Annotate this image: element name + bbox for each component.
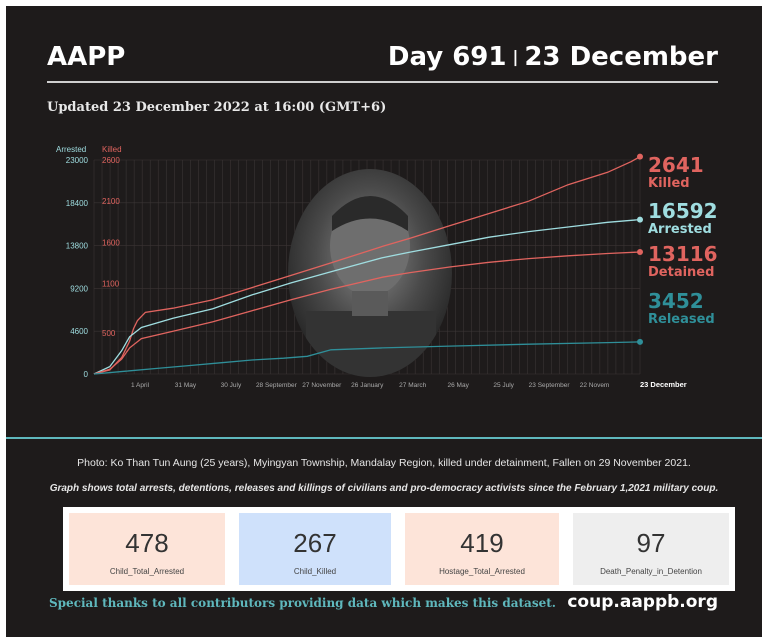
series-final-value-released: 3452 xyxy=(648,289,704,313)
series-name-label-detained: Detained xyxy=(648,265,714,280)
x-tick-label: 26 January xyxy=(351,382,384,389)
x-tick-label: 23 December xyxy=(640,380,687,389)
series-name-label-arrested: Arrested xyxy=(648,222,712,237)
photo-caption: Photo: Ko Than Tun Aung (25 years), Myin… xyxy=(77,457,691,469)
header-rule xyxy=(47,81,718,83)
y-left-tick-label: 9200 xyxy=(70,284,88,293)
x-tick-label: 1 April xyxy=(131,382,150,389)
infographic-panel: AAPP Day 691 | 23 December Updated 23 Dece… xyxy=(6,6,762,637)
y-left-tick-label: 0 xyxy=(84,370,89,379)
stat-value: 478 xyxy=(125,528,169,558)
stat-value: 267 xyxy=(293,528,337,558)
y-left-tick-label: 18400 xyxy=(66,199,89,208)
axis-title-arrested: Arrested xyxy=(56,145,86,154)
y-right-tick-label: 2600 xyxy=(102,156,120,165)
day-counter: Day 691 | 23 December xyxy=(388,42,718,72)
series-end-point-detained xyxy=(637,248,643,255)
stat-card-hostage-arrested: 419 Hostage_Total_Arrested xyxy=(405,513,559,585)
x-tick-label: 26 May xyxy=(448,382,470,389)
stat-card-child-arrested: 478 Child_Total_Arrested xyxy=(69,513,225,585)
updated-timestamp: Updated 23 December 2022 at 16:00 (GMT+6… xyxy=(47,100,387,115)
x-tick-label: 22 Novem xyxy=(580,382,610,389)
x-tick-label: 30 July xyxy=(221,382,242,389)
y-left-tick-label: 23000 xyxy=(66,156,89,165)
x-tick-label: 28 September xyxy=(256,382,298,389)
series-end-point-arrested xyxy=(637,216,643,223)
site-url: coup.aappb.org xyxy=(567,592,718,612)
stats-cards: 478 Child_Total_Arrested 267 Child_Kille… xyxy=(63,507,735,591)
x-tick-label: 25 July xyxy=(493,382,514,389)
series-end-point-released xyxy=(637,338,643,345)
x-tick-label: 27 March xyxy=(399,382,426,389)
y-right-tick-label: 2100 xyxy=(102,197,120,206)
series-final-value-killed: 2641 xyxy=(648,153,704,177)
day-date: 23 December xyxy=(524,42,718,72)
series-final-value-detained: 13116 xyxy=(648,242,718,266)
axis-layer: Arrested Killed 23000 18400 13800 9200 4600 0 26… xyxy=(56,145,687,389)
stat-label: Child_Total_Arrested xyxy=(109,567,185,576)
y-left-tick-label: 4600 xyxy=(70,327,88,336)
stat-card-child-killed: 267 Child_Killed xyxy=(239,513,391,585)
series-line-arrested xyxy=(93,218,641,375)
thanks-note: Special thanks to all contributors provi… xyxy=(49,596,556,610)
axis-title-killed: Killed xyxy=(102,145,122,154)
day-number: Day 691 xyxy=(387,42,507,72)
stat-label: Hostage_Total_Arrested xyxy=(439,567,525,576)
series-end-point-killed xyxy=(637,153,643,160)
title-separator: | xyxy=(512,47,519,66)
brand-title: AAPP xyxy=(47,42,126,72)
portrait-photo xyxy=(288,169,452,377)
y-left-tick-label: 13800 xyxy=(66,242,89,251)
cumulative-line-chart: 2641Killed16592Arrested13116Detained3452… xyxy=(56,145,718,389)
stat-card-death-penalty: 97 Death_Penalty_in_Detention xyxy=(573,513,729,585)
series-line-detained xyxy=(93,251,641,375)
series-line-released xyxy=(93,341,641,375)
section-divider xyxy=(6,437,762,439)
y-right-tick-label: 1600 xyxy=(102,238,120,247)
stat-label: Death_Penalty_in_Detention xyxy=(600,567,702,576)
graph-note: Graph shows total arrests, detentions, r… xyxy=(49,483,719,494)
stat-label: Child_Killed xyxy=(293,567,337,576)
x-tick-label: 31 May xyxy=(175,382,197,389)
x-tick-label: 23 September xyxy=(529,382,571,389)
series-line-killed xyxy=(93,156,641,375)
series-name-label-released: Released xyxy=(648,312,715,327)
x-tick-label: 27 November xyxy=(302,382,342,389)
stat-value: 419 xyxy=(460,528,504,558)
stat-value: 97 xyxy=(636,528,666,558)
y-right-tick-label: 1100 xyxy=(102,279,120,288)
y-right-tick-label: 500 xyxy=(102,329,116,338)
series-name-label-killed: Killed xyxy=(648,176,690,191)
series-final-value-arrested: 16592 xyxy=(648,199,718,223)
